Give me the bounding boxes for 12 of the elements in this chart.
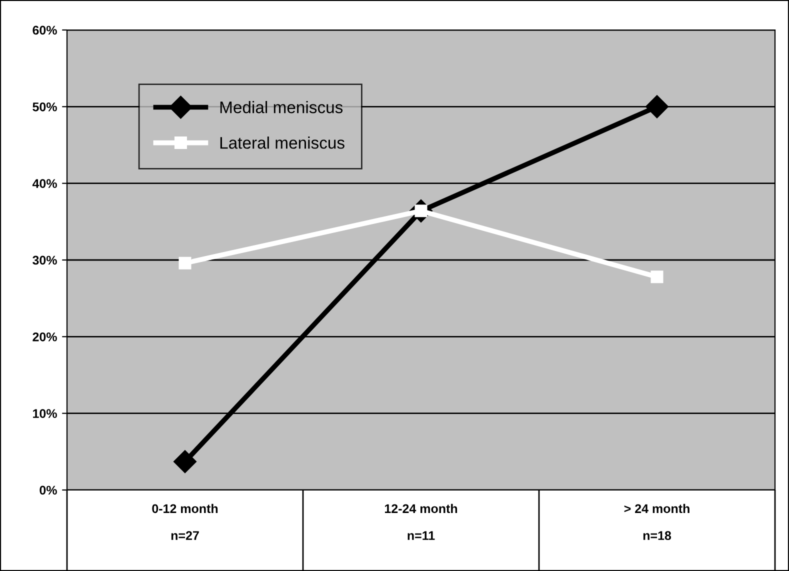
y-tick-label: 10% (33, 409, 57, 418)
y-tick-label: 30% (32, 256, 57, 265)
y-tick-label: 20% (32, 332, 57, 342)
category-label: 12-24 month n=11 (384, 504, 458, 540)
y-tick-label: 60% (32, 26, 57, 35)
y-tick-label: 40% (32, 179, 57, 188)
category-label: 0-12 month n=27 (152, 504, 218, 540)
legend-label: Medial meniscus (220, 101, 343, 114)
y-tick-label: 50% (32, 102, 57, 112)
category-label: > 24 month n=18 (624, 504, 690, 540)
y-tick-label: 0% (40, 486, 57, 495)
legend-label: Lateral meniscus (220, 136, 344, 149)
